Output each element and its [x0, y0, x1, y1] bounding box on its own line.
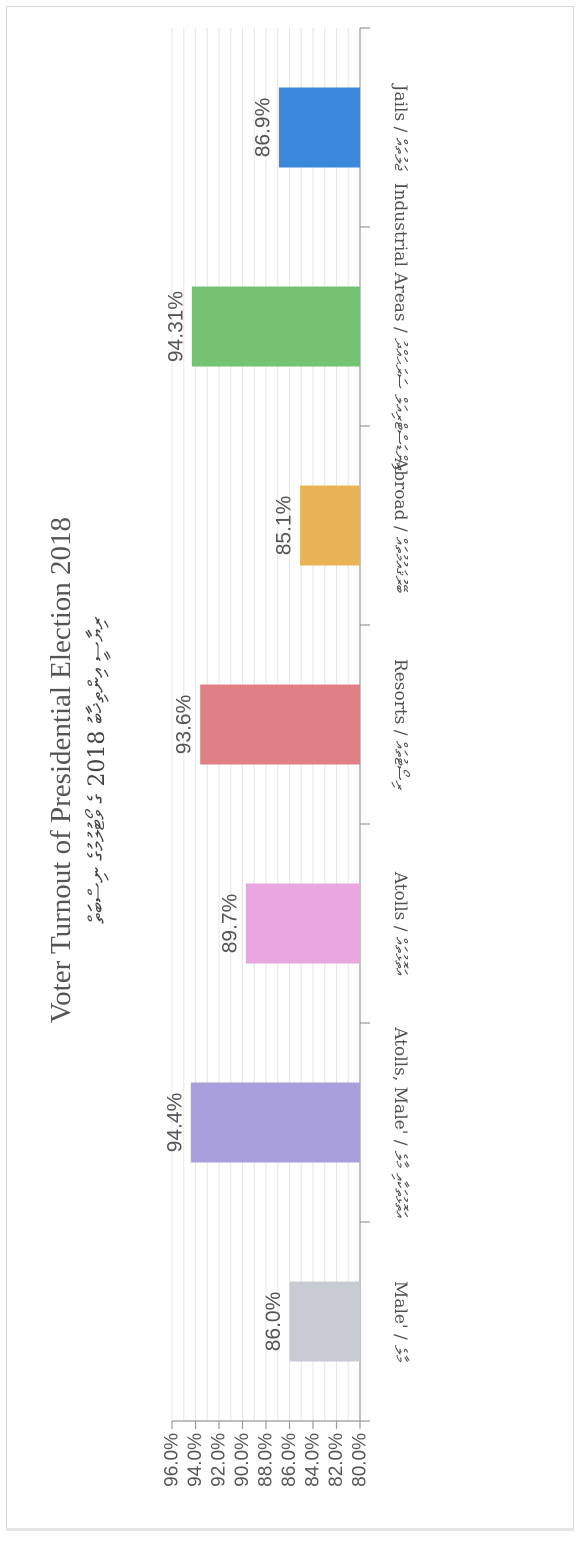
data-label: 86.0%	[262, 1292, 285, 1352]
category-label: Industrial Areas / އިންޑަސްޓްރިއަލް ސަރަ…	[390, 183, 410, 471]
bar	[246, 883, 360, 964]
data-label: 94.31%	[164, 291, 187, 362]
value-tick-label: 82.0%	[326, 1433, 347, 1487]
category-label: Male' / މާލެ	[390, 1281, 410, 1363]
category-label: Atolls, Male' / އަތޮޅުތަކާއި މާލެ	[390, 1026, 410, 1218]
value-tick-label: 88.0%	[256, 1433, 277, 1487]
value-tick-label: 94.0%	[185, 1433, 206, 1487]
value-tick-label: 86.0%	[279, 1433, 300, 1487]
value-tick-label: 92.0%	[209, 1433, 230, 1487]
category-label: Abroad / ބޭރުޤައުމުތައް	[390, 457, 410, 593]
value-tick-label: 84.0%	[303, 1433, 324, 1487]
category-label: Resorts / ރިސޯޓުތައް	[390, 659, 410, 791]
bar	[278, 87, 360, 168]
value-tick-label: 90.0%	[232, 1433, 253, 1487]
frame-bottom-rule	[6, 1528, 574, 1531]
bar	[191, 286, 360, 367]
category-label: Atolls / އަތޮޅުތައް	[390, 871, 410, 976]
bar	[200, 684, 360, 765]
data-label: 85.1%	[273, 496, 296, 556]
data-label: 89.7%	[219, 894, 242, 954]
data-label: 93.6%	[173, 695, 196, 755]
category-label: Jails / ޖަލުތައް	[390, 83, 410, 172]
data-label: 94.4%	[163, 1093, 186, 1153]
bar	[289, 1281, 360, 1362]
value-tick-label: 80.0%	[350, 1433, 371, 1487]
data-label: 86.9%	[251, 98, 274, 158]
bar	[190, 1082, 360, 1163]
value-tick-label: 96.0%	[162, 1433, 183, 1487]
bar	[300, 485, 360, 566]
